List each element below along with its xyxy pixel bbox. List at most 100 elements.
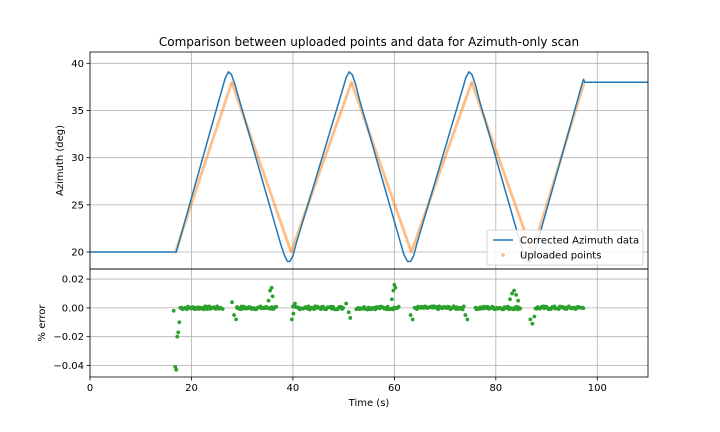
- uploaded-point: [498, 161, 502, 165]
- uploaded-point: [518, 216, 522, 220]
- uploaded-point: [218, 117, 222, 121]
- error-point: [392, 282, 397, 287]
- uploaded-point: [503, 174, 507, 179]
- uploaded-point: [537, 226, 541, 230]
- uploaded-point: [443, 154, 448, 158]
- uploaded-point: [272, 201, 276, 205]
- uploaded-point: [271, 199, 275, 203]
- uploaded-point: [213, 131, 217, 135]
- uploaded-point: [451, 132, 456, 136]
- uploaded-point: [224, 97, 228, 101]
- uploaded-point: [293, 240, 297, 244]
- legend-point-swatch: [501, 253, 505, 257]
- legend-box: [486, 229, 644, 266]
- uploaded-point: [445, 150, 449, 155]
- uploaded-point: [203, 160, 207, 165]
- uploaded-point: [403, 231, 407, 235]
- bottom-plot-area: [171, 282, 586, 372]
- uploaded-point: [348, 84, 352, 88]
- uploaded-point: [503, 173, 507, 177]
- uploaded-point: [442, 159, 446, 163]
- uploaded-point: [401, 226, 405, 230]
- uploaded-point: [258, 161, 262, 165]
- uploaded-point: [511, 197, 515, 201]
- uploaded-point: [446, 145, 451, 149]
- uploaded-point: [288, 246, 292, 251]
- uploaded-point: [276, 211, 280, 216]
- error-point: [289, 317, 294, 322]
- uploaded-point: [497, 157, 501, 161]
- uploaded-point: [468, 85, 472, 89]
- uploaded-point: [514, 205, 518, 210]
- uploaded-point: [349, 80, 354, 84]
- top-y-axis-label: Azimuth (deg): [55, 125, 66, 196]
- uploaded-point: [260, 166, 264, 170]
- uploaded-point: [217, 118, 221, 123]
- uploaded-point: [389, 193, 393, 197]
- uploaded-point: [516, 210, 520, 215]
- uploaded-point: [205, 153, 210, 157]
- uploaded-point: [266, 185, 271, 189]
- uploaded-point: [290, 246, 294, 251]
- uploaded-point: [414, 236, 418, 240]
- uploaded-point: [289, 250, 293, 254]
- uploaded-point: [279, 220, 283, 224]
- uploaded-point: [334, 125, 338, 129]
- uploaded-point: [498, 159, 502, 163]
- uploaded-point: [448, 140, 452, 144]
- uploaded-point: [404, 236, 409, 240]
- uploaded-point: [268, 189, 272, 193]
- uploaded-point: [263, 175, 267, 179]
- uploaded-point: [508, 188, 512, 192]
- uploaded-point: [387, 186, 391, 190]
- uploaded-point: [226, 91, 230, 95]
- uploaded-point: [338, 111, 343, 115]
- uploaded-point: [395, 210, 399, 214]
- uploaded-point: [233, 89, 237, 93]
- uploaded-point: [392, 200, 396, 204]
- uploaded-point: [453, 128, 457, 132]
- top-y-tick-label: 30: [71, 153, 84, 164]
- uploaded-point: [351, 85, 355, 89]
- uploaded-point: [466, 90, 470, 95]
- uploaded-point: [494, 149, 498, 153]
- uploaded-point: [282, 231, 287, 235]
- error-point: [518, 306, 523, 311]
- top-y-tick-label: 20: [71, 248, 84, 259]
- uploaded-point: [354, 94, 358, 98]
- uploaded-point: [454, 125, 458, 129]
- uploaded-point: [232, 87, 236, 91]
- uploaded-point: [192, 195, 196, 199]
- uploaded-point: [206, 151, 210, 156]
- uploaded-point: [450, 135, 454, 139]
- uploaded-point: [279, 222, 283, 226]
- uploaded-point: [208, 146, 212, 150]
- uploaded-point: [254, 148, 258, 153]
- uploaded-point: [318, 168, 323, 172]
- uploaded-point: [376, 156, 380, 161]
- uploaded-point: [517, 212, 521, 216]
- uploaded-point: [197, 179, 201, 183]
- uploaded-point: [208, 144, 213, 148]
- uploaded-point: [515, 207, 519, 211]
- uploaded-point: [507, 185, 511, 189]
- uploaded-point: [412, 241, 417, 246]
- uploaded-point: [278, 218, 282, 223]
- uploaded-point: [348, 85, 352, 89]
- uploaded-point: [193, 191, 197, 196]
- uploaded-point: [409, 248, 413, 252]
- top-gridlines: [89, 52, 648, 269]
- uploaded-point: [388, 189, 392, 193]
- uploaded-point: [257, 159, 261, 163]
- uploaded-point: [225, 93, 230, 97]
- uploaded-point: [510, 195, 515, 199]
- uploaded-point: [331, 132, 335, 136]
- uploaded-point: [215, 124, 219, 128]
- uploaded-point: [222, 104, 226, 108]
- uploaded-point: [464, 97, 468, 101]
- uploaded-point: [329, 137, 333, 141]
- uploaded-point: [319, 166, 323, 170]
- uploaded-point: [377, 160, 382, 164]
- uploaded-point: [329, 138, 333, 143]
